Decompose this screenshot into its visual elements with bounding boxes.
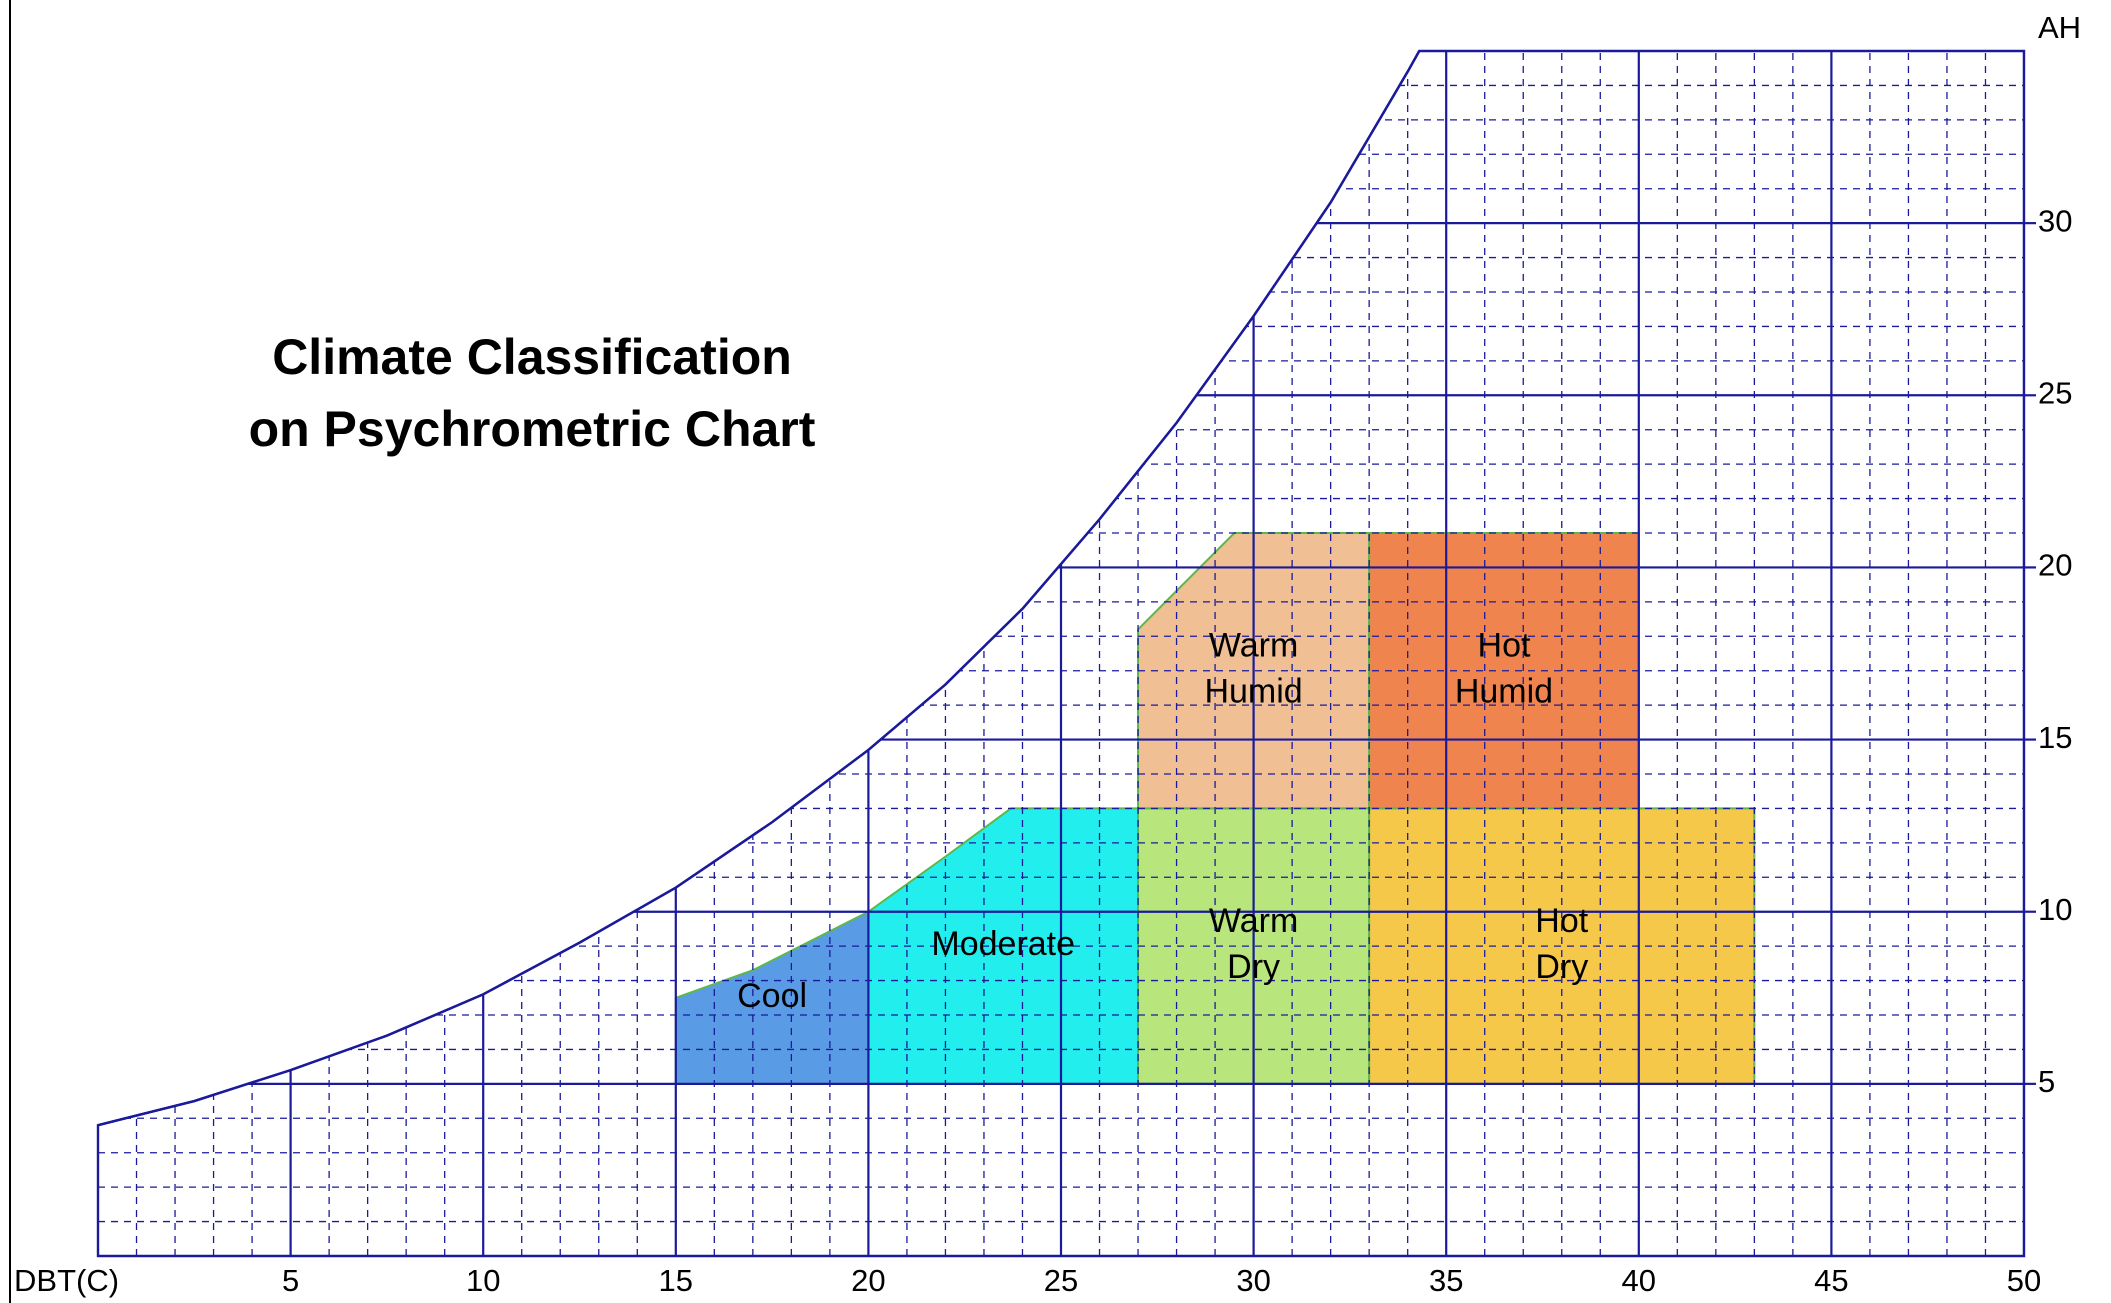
y-tick-label: 5: [2038, 1064, 2055, 1099]
chart-title: on Psychrometric Chart: [249, 401, 816, 457]
zone-label: Dry: [1227, 948, 1280, 986]
zone-label: Humid: [1455, 673, 1553, 711]
x-tick-label: 10: [466, 1263, 500, 1298]
x-tick-label: 20: [851, 1263, 885, 1298]
x-tick-label: 40: [1622, 1263, 1656, 1298]
zone-label: Cool: [737, 977, 807, 1015]
zone-label: Hot: [1478, 627, 1531, 665]
x-tick-label: 25: [1044, 1263, 1078, 1298]
zone-label: Warm: [1209, 902, 1298, 940]
y-tick-label: 10: [2038, 892, 2072, 927]
x-axis-label: DBT(C): [14, 1263, 119, 1298]
chart-title: Climate Classification: [272, 329, 792, 385]
foreground: 5 10 15 20 25 30 35 40 45 50 5 10 15 20 25 30 Cool Modera…: [14, 10, 2081, 1298]
zone-label: Dry: [1535, 948, 1588, 986]
y-tick-label: 25: [2038, 375, 2072, 410]
x-tick-label: 5: [282, 1263, 299, 1298]
y-tick-label: 15: [2038, 720, 2072, 755]
y-tick-label: 20: [2038, 548, 2072, 583]
saturation-curve: [97, 50, 1421, 1127]
x-tick-label: 35: [1429, 1263, 1463, 1298]
x-tick-label: 30: [1236, 1263, 1270, 1298]
y-axis-label: AH: [2038, 10, 2081, 45]
zone-label: Moderate: [931, 925, 1075, 963]
x-tick-label: 15: [659, 1263, 693, 1298]
zone-label: Humid: [1204, 673, 1302, 711]
x-tick-label: 50: [2007, 1263, 2041, 1298]
x-tick-label: 45: [1814, 1263, 1848, 1298]
zone-label: Warm: [1209, 627, 1298, 665]
y-tick-label: 30: [2038, 203, 2072, 238]
zone-label: Hot: [1535, 902, 1588, 940]
